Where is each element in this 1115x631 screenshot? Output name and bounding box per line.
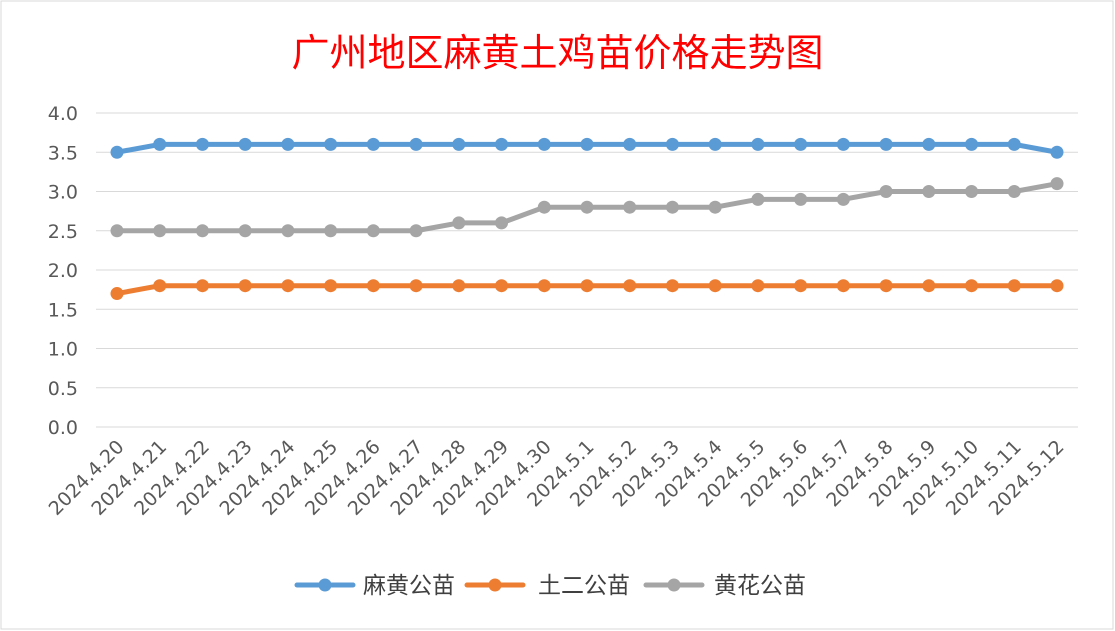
data-point (922, 137, 936, 151)
data-point (238, 137, 252, 151)
y-tick-label: 0.5 (48, 378, 78, 400)
data-point (708, 137, 722, 151)
y-tick-label: 2.5 (48, 221, 78, 243)
y-axis-ticks: 0.0 0.5 1.0 1.5 2.0 2.5 3.0 3.5 4.0 (48, 103, 78, 439)
data-point (537, 200, 551, 214)
legend-swatch-marker (488, 578, 502, 592)
data-point (580, 200, 594, 214)
data-point (324, 137, 338, 151)
data-point (195, 279, 209, 293)
data-point (751, 137, 765, 151)
series-1 (110, 279, 1064, 301)
legend: 麻黄公苗 土二公苗 黄花公苗 (294, 573, 806, 599)
series-2 (110, 177, 1064, 238)
data-point (965, 185, 979, 198)
data-point (665, 200, 679, 214)
data-point (495, 279, 509, 293)
data-point (1050, 279, 1064, 293)
data-point (537, 279, 551, 293)
data-point (409, 224, 423, 238)
data-point (922, 185, 936, 198)
data-point (751, 279, 765, 293)
data-point (879, 279, 893, 293)
legend-item: 麻黄公苗 (294, 573, 455, 599)
data-point (409, 137, 423, 151)
data-point (1007, 279, 1021, 293)
data-point (409, 279, 423, 293)
data-point (965, 137, 979, 151)
data-point (153, 137, 167, 151)
data-point (623, 200, 637, 214)
data-point (195, 224, 209, 238)
data-point (1007, 185, 1021, 198)
data-point (324, 224, 338, 238)
data-point (836, 137, 850, 151)
data-point (495, 216, 509, 230)
data-point (922, 279, 936, 293)
data-point (452, 216, 466, 230)
data-point (708, 200, 722, 214)
data-point (110, 224, 124, 238)
data-point (366, 224, 380, 238)
data-point (879, 185, 893, 198)
data-point (238, 279, 252, 293)
data-point (794, 137, 808, 151)
legend-item: 黄花公苗 (643, 573, 806, 599)
gridlines (96, 112, 1078, 428)
x-axis-ticks: 2024.4.202024.4.212024.4.222024.4.232024… (45, 436, 1069, 520)
y-tick-label: 1.5 (48, 299, 78, 321)
data-point (623, 279, 637, 293)
data-point (794, 279, 808, 293)
legend-label: 黄花公苗 (714, 573, 806, 599)
data-point (195, 137, 209, 151)
data-point (623, 137, 637, 151)
data-point (238, 224, 252, 238)
data-point (153, 279, 167, 293)
data-point (281, 279, 295, 293)
data-point (751, 192, 765, 206)
data-point (153, 224, 167, 238)
data-point (965, 279, 979, 293)
data-point (879, 137, 893, 151)
y-tick-label: 4.0 (48, 103, 78, 125)
data-point (281, 137, 295, 151)
data-point (110, 145, 124, 159)
y-tick-label: 1.0 (48, 339, 78, 361)
data-point (452, 279, 466, 293)
legend-swatch-marker (667, 578, 681, 592)
data-point (366, 279, 380, 293)
y-tick-label: 3.5 (48, 142, 78, 164)
series-layer (110, 137, 1064, 301)
data-point (1050, 177, 1064, 191)
series-0 (110, 137, 1064, 159)
data-point (708, 279, 722, 293)
data-point (1007, 137, 1021, 151)
data-point (1050, 145, 1064, 159)
legend-swatch-marker (318, 578, 332, 592)
data-point (580, 137, 594, 151)
data-point (452, 137, 466, 151)
legend-item: 土二公苗 (464, 573, 630, 599)
data-point (836, 279, 850, 293)
chart-title: 广州地区麻黄土鸡苗价格走势图 (291, 31, 824, 75)
y-tick-label: 0.0 (48, 417, 78, 439)
y-tick-label: 2.0 (48, 260, 78, 282)
data-point (665, 279, 679, 293)
data-point (495, 137, 509, 151)
data-point (281, 224, 295, 238)
data-point (836, 192, 850, 206)
data-point (110, 287, 124, 301)
y-tick-label: 3.0 (48, 182, 78, 204)
data-point (537, 137, 551, 151)
data-point (794, 192, 808, 206)
data-point (665, 137, 679, 151)
legend-label: 麻黄公苗 (363, 573, 455, 599)
data-point (324, 279, 338, 293)
data-point (366, 137, 380, 151)
data-point (580, 279, 594, 293)
legend-label: 土二公苗 (538, 573, 630, 599)
